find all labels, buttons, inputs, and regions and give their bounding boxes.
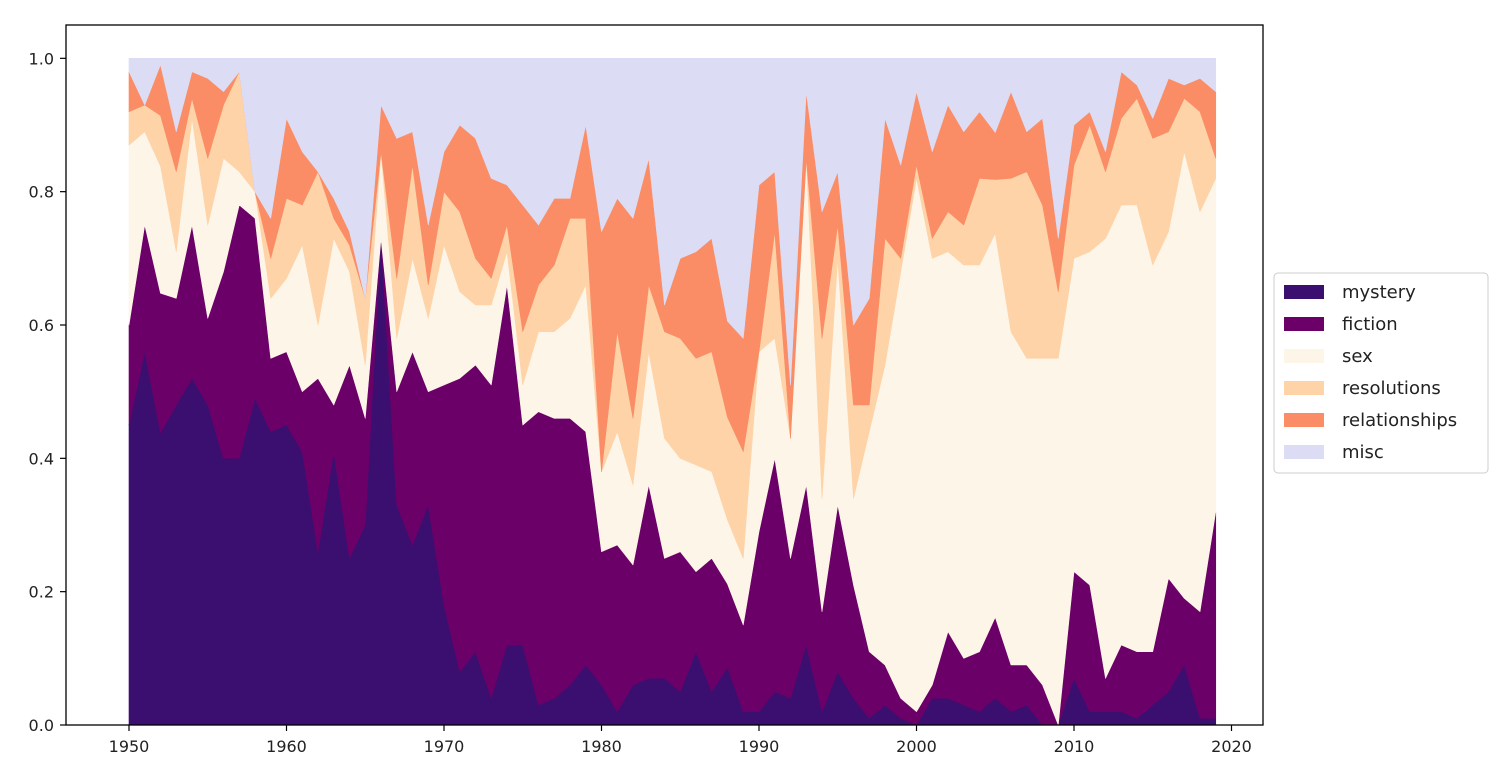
x-tick-label: 1960 bbox=[266, 737, 307, 756]
legend-label-relationships: relationships bbox=[1342, 410, 1457, 431]
y-tick-label: 0.0 bbox=[29, 716, 54, 735]
legend-swatch-mystery bbox=[1284, 285, 1324, 299]
y-tick-label: 0.4 bbox=[29, 449, 54, 468]
y-tick-label: 0.2 bbox=[29, 583, 54, 602]
legend-label-sex: sex bbox=[1342, 346, 1373, 367]
area-layers bbox=[128, 58, 1217, 726]
legend-label-fiction: fiction bbox=[1342, 314, 1398, 335]
x-axis: 1950 1960 1970 1980 1990 2000 2010 2020 bbox=[109, 725, 1252, 756]
legend-label-misc: misc bbox=[1342, 442, 1384, 463]
legend-swatch-resolutions bbox=[1284, 381, 1324, 395]
legend-swatch-sex bbox=[1284, 349, 1324, 363]
x-tick-label: 2020 bbox=[1211, 737, 1252, 756]
x-tick-label: 1970 bbox=[424, 737, 465, 756]
legend-swatch-fiction bbox=[1284, 317, 1324, 331]
legend-swatch-relationships bbox=[1284, 413, 1324, 427]
plot-frame bbox=[65, 24, 1264, 726]
x-tick-label: 1990 bbox=[739, 737, 780, 756]
legend-frame bbox=[1273, 272, 1489, 474]
x-tick-label: 1950 bbox=[109, 737, 150, 756]
legend-label-mystery: mystery bbox=[1342, 282, 1416, 303]
y-axis: 0.0 0.2 0.4 0.6 0.8 1.0 bbox=[29, 49, 66, 735]
y-tick-label: 1.0 bbox=[29, 49, 54, 68]
x-tick-label: 1980 bbox=[581, 737, 622, 756]
y-tick-label: 0.6 bbox=[29, 316, 54, 335]
y-tick-label: 0.8 bbox=[29, 183, 54, 202]
legend-label-resolutions: resolutions bbox=[1342, 378, 1441, 399]
legend: mystery fiction sex resolutions relationship… bbox=[1273, 272, 1489, 474]
legend-swatch-misc bbox=[1284, 445, 1324, 459]
x-tick-label: 2000 bbox=[896, 737, 937, 756]
area-misc bbox=[128, 58, 1217, 386]
x-tick-label: 2010 bbox=[1054, 737, 1095, 756]
